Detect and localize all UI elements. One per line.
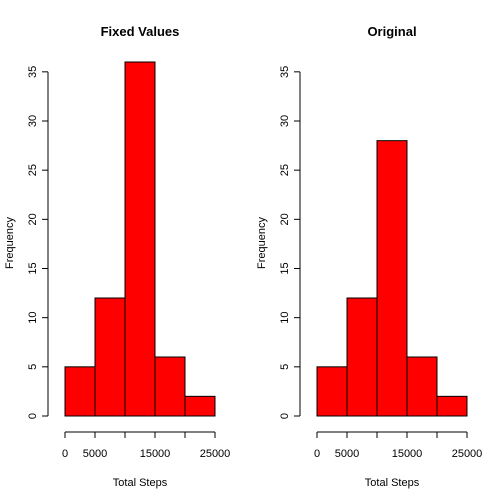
histogram-bar	[94, 297, 126, 417]
y-tick-label: 35	[27, 66, 39, 78]
x-axis-label: Total Steps	[365, 477, 420, 489]
x-tick-label: 25000	[200, 448, 231, 460]
y-tick-label: 0	[27, 413, 39, 419]
y-tick-label: 20	[279, 213, 291, 225]
histogram-panel-original: Original Total Steps Frequency 0 5000 1500…	[256, 24, 482, 489]
y-axis-label: Frequency	[4, 217, 16, 269]
y-tick-label: 35	[279, 66, 291, 78]
x-tick-label: 0	[62, 448, 68, 460]
histogram-bar	[436, 395, 468, 417]
y-tick-label: 10	[27, 312, 39, 324]
x-tick-label: 5000	[335, 448, 359, 460]
y-axis-label: Frequency	[256, 217, 268, 269]
histogram-panel-fixed-values: Fixed Values Total Steps Frequency 0 5000…	[4, 24, 230, 489]
x-tick-label: 15000	[392, 448, 423, 460]
chart-title: Fixed Values	[101, 24, 180, 39]
x-tick-label: 0	[314, 448, 320, 460]
y-tick-label: 25	[279, 164, 291, 176]
histogram-bar	[376, 140, 408, 417]
y-tick-label: 20	[27, 213, 39, 225]
histogram-bar	[154, 356, 186, 417]
y-tick-label: 0	[279, 413, 291, 419]
histogram-bar	[316, 366, 348, 417]
y-tick-label: 15	[27, 262, 39, 274]
y-tick-label: 5	[279, 364, 291, 370]
y-tick-label: 15	[279, 262, 291, 274]
histogram-bar	[124, 61, 156, 417]
histogram-bar	[64, 366, 96, 417]
x-axis-label: Total Steps	[113, 477, 168, 489]
y-tick-label: 30	[279, 115, 291, 127]
x-tick-label: 5000	[83, 448, 107, 460]
y-tick-label: 25	[27, 164, 39, 176]
histogram-bar	[406, 356, 438, 417]
histogram-bar	[346, 297, 378, 417]
x-tick-label: 25000	[452, 448, 483, 460]
y-tick-label: 10	[279, 312, 291, 324]
x-tick-label: 15000	[140, 448, 171, 460]
y-tick-label: 30	[27, 115, 39, 127]
y-tick-label: 5	[27, 364, 39, 370]
histogram-bar	[184, 395, 216, 417]
chart-title: Original	[367, 24, 416, 39]
